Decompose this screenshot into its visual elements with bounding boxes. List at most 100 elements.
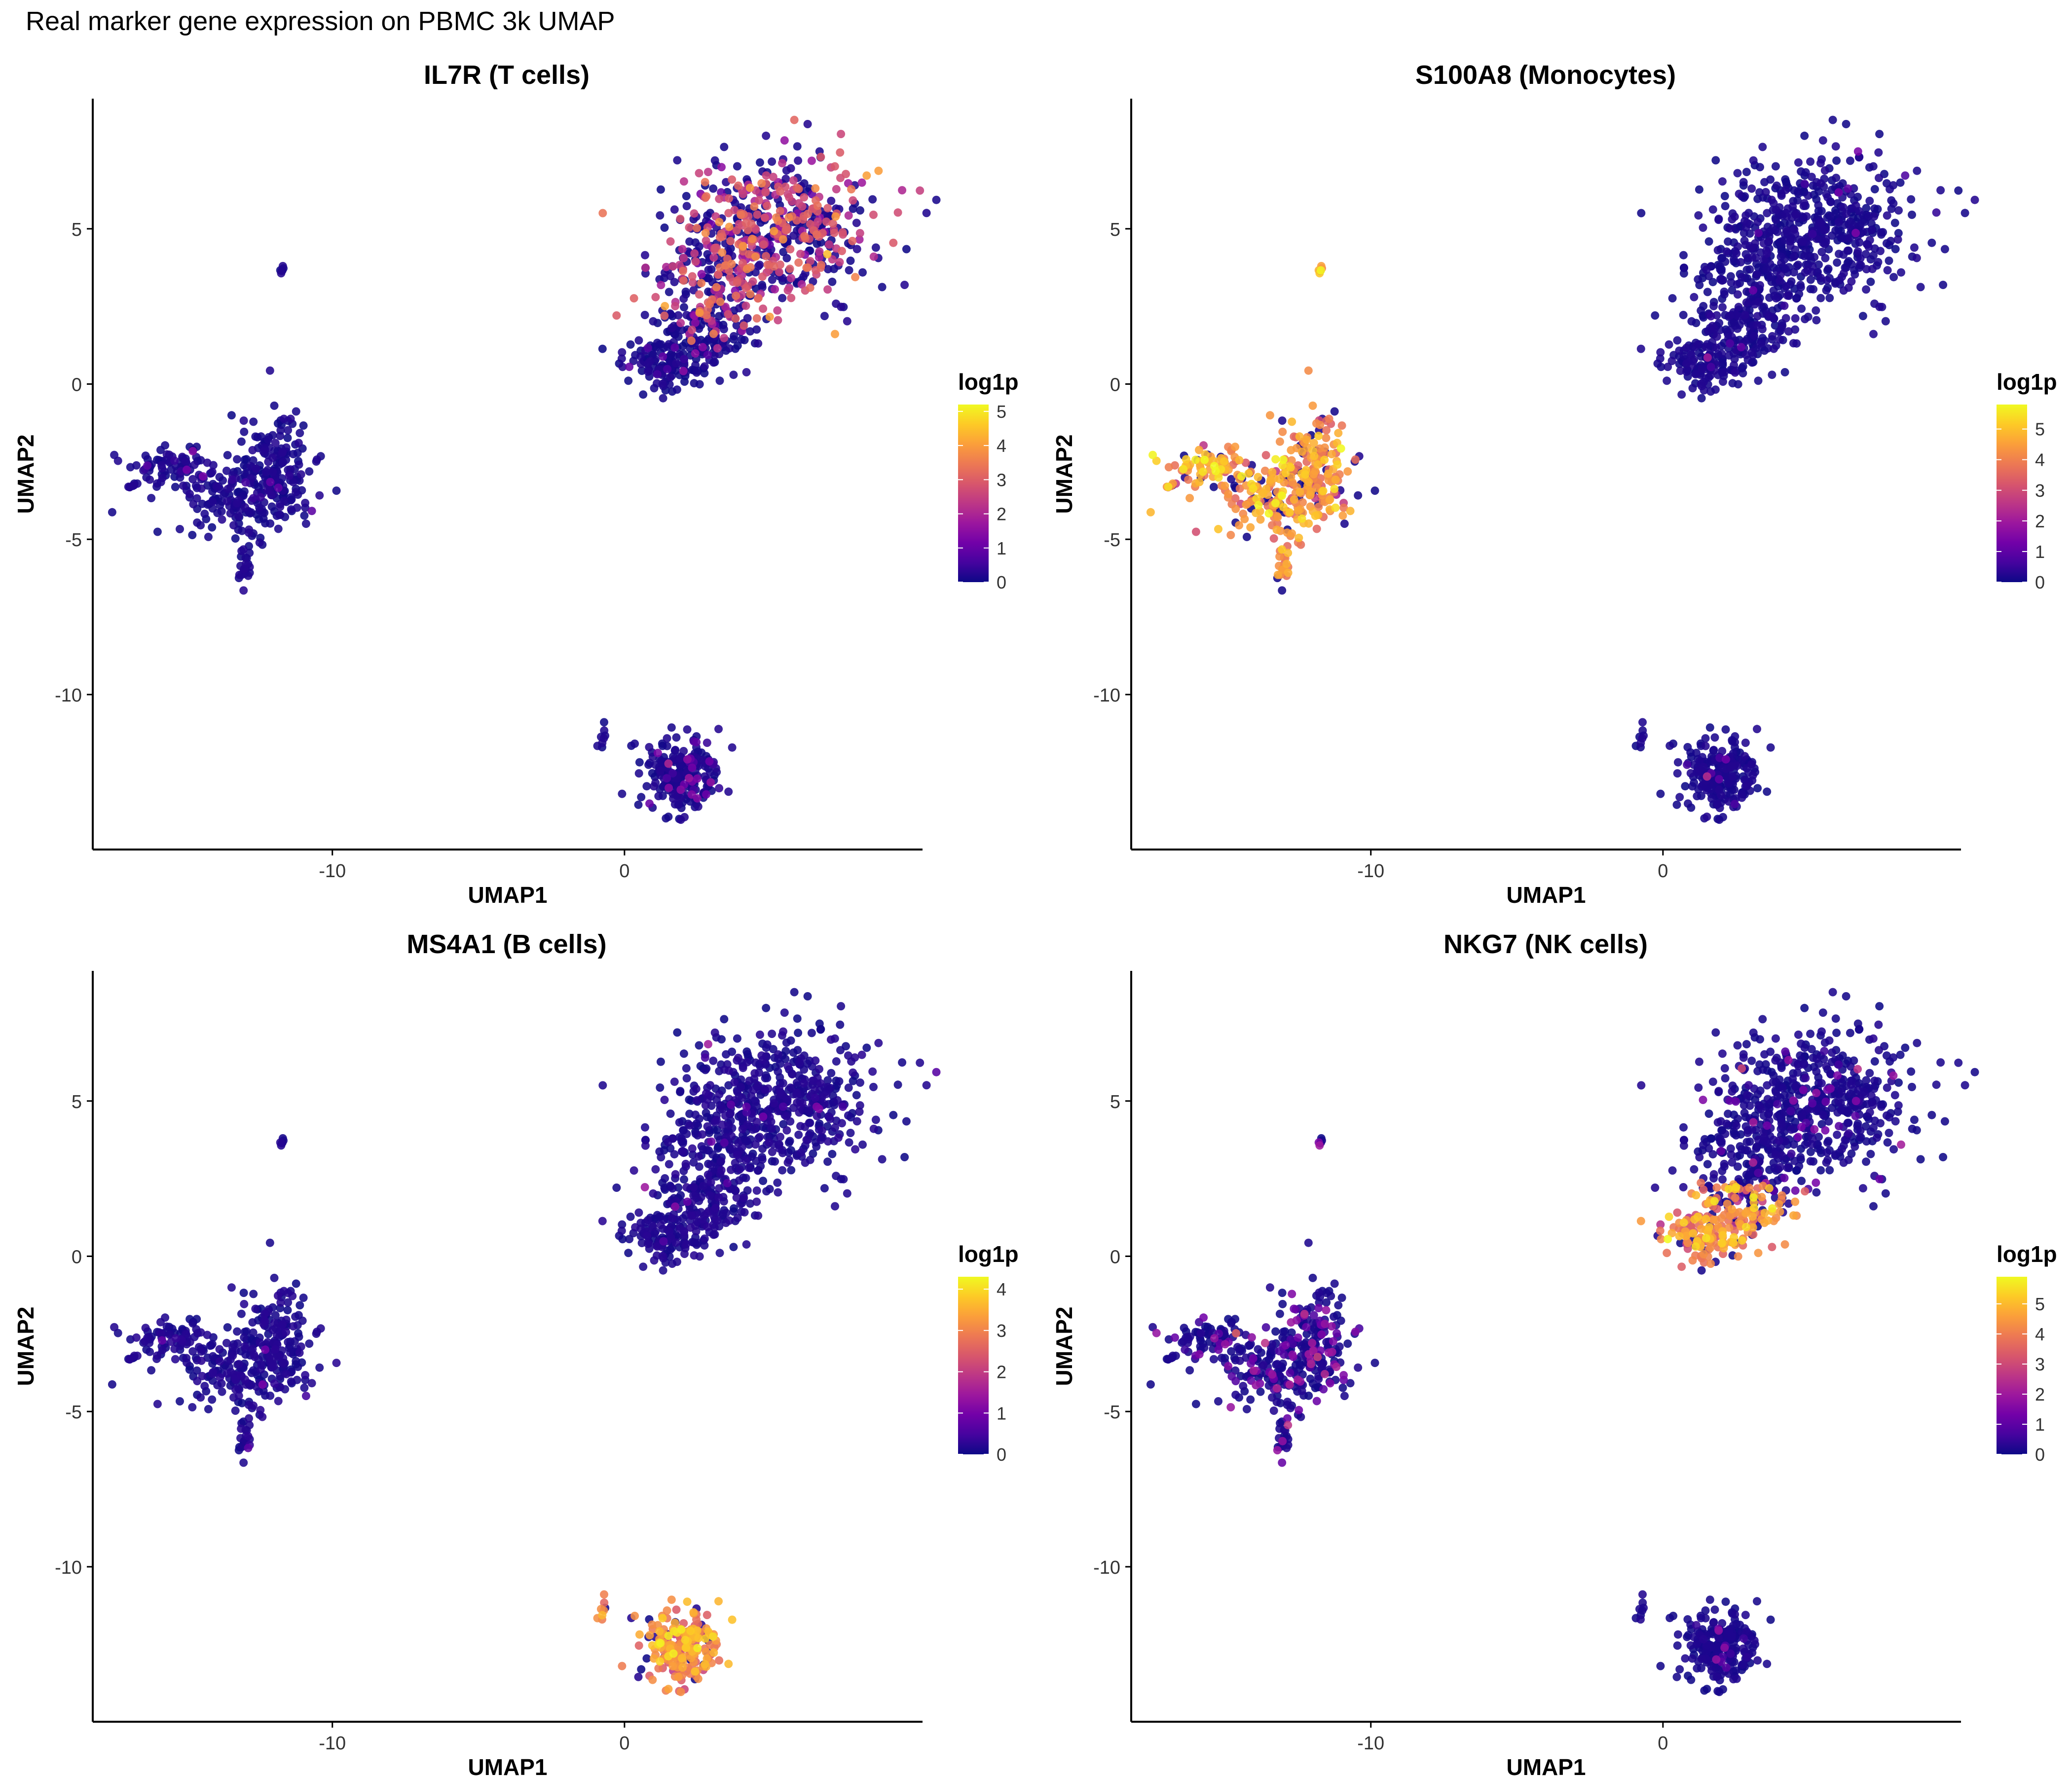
cell-point (1816, 179, 1825, 188)
cell-point (733, 1034, 741, 1043)
colorbar-tick-label: 2 (997, 504, 1006, 524)
cell-point (1741, 350, 1750, 359)
cell-point (1893, 235, 1902, 244)
cell-point (1731, 738, 1739, 746)
cell-point (1326, 495, 1334, 504)
cell-point (143, 461, 152, 470)
cell-point (648, 1675, 657, 1684)
cell-point (299, 1294, 308, 1302)
cell-point (685, 223, 694, 232)
cell-point (1741, 739, 1750, 747)
cell-point (835, 1077, 844, 1086)
cell-point (203, 458, 212, 467)
cell-point (1701, 734, 1710, 743)
cell-point (1246, 523, 1255, 532)
cell-point (782, 1112, 791, 1121)
cell-point (1275, 437, 1284, 446)
cell-point (672, 1605, 681, 1614)
cell-point (1673, 758, 1682, 767)
cell-point (287, 1377, 296, 1386)
cell-point (249, 1401, 258, 1410)
cell-point (807, 1029, 816, 1037)
cell-point (1776, 253, 1785, 261)
cell-point (717, 1157, 725, 1166)
cell-point (667, 1214, 676, 1223)
cell-point (715, 233, 724, 242)
cell-point (775, 1144, 784, 1153)
cell-point (701, 1053, 709, 1062)
cell-point (678, 342, 687, 350)
cell-point (1749, 156, 1758, 165)
cell-point (782, 254, 791, 262)
cell-point (1694, 211, 1703, 220)
cell-point (802, 263, 811, 272)
cell-point (761, 1074, 770, 1082)
cell-point (695, 169, 703, 178)
cell-point (1772, 205, 1780, 214)
cell-point (208, 504, 217, 513)
cell-point (188, 531, 197, 539)
cell-point (724, 209, 733, 218)
cell-point (612, 1184, 621, 1192)
cell-point (264, 435, 272, 444)
cell-point (240, 1333, 249, 1342)
cell-point (634, 800, 643, 809)
cell-point (1273, 570, 1282, 579)
cell-point (737, 211, 745, 220)
cell-point (676, 815, 685, 824)
cell-point (743, 1186, 752, 1195)
cell-point (682, 1074, 691, 1083)
cell-point (636, 360, 645, 369)
y-tick-label: 0 (1110, 374, 1120, 395)
cell-point (719, 325, 728, 333)
cell-point (634, 1672, 643, 1681)
cell-point (1268, 468, 1277, 477)
cell-point (644, 1240, 652, 1248)
cell-point (701, 228, 710, 237)
cell-point (733, 1214, 742, 1222)
cell-point (240, 1342, 249, 1351)
cell-point (251, 1304, 260, 1313)
cell-point (1889, 199, 1898, 208)
cell-point (670, 343, 679, 352)
cell-point (702, 790, 710, 799)
cell-point (655, 1627, 664, 1636)
cell-point (1738, 793, 1746, 802)
cell-point (1309, 470, 1318, 479)
cell-point (698, 1130, 706, 1139)
cell-point (827, 196, 836, 205)
cell-point (1788, 202, 1797, 211)
cell-point (248, 446, 257, 454)
cell-point (1327, 450, 1336, 458)
cell-point (1821, 254, 1830, 262)
cell-point (1740, 752, 1749, 761)
cell-point (1240, 515, 1249, 523)
cell-point (1354, 491, 1363, 500)
cell-point (688, 1144, 697, 1153)
cell-point (803, 992, 812, 1000)
cell-point (680, 355, 689, 364)
cell-point (763, 201, 772, 210)
cell-point (656, 211, 665, 220)
cell-point (1702, 813, 1711, 821)
colorbar-tick-label: 2 (2035, 511, 2045, 531)
cell-point (676, 319, 685, 328)
cell-point (691, 318, 700, 327)
cell-point (837, 302, 846, 311)
cell-point (1733, 280, 1741, 289)
cell-point (1306, 491, 1315, 500)
cell-point (1824, 264, 1833, 273)
colorbar (958, 405, 989, 582)
cell-point (703, 1122, 712, 1131)
cell-point (1699, 763, 1708, 772)
cell-point (245, 1414, 253, 1423)
cell-point (237, 437, 246, 446)
cell-point (806, 283, 814, 292)
cell-point (286, 465, 295, 474)
cell-point (828, 1149, 837, 1158)
cell-point (739, 242, 747, 251)
cell-point (869, 252, 878, 261)
cell-point (1834, 218, 1843, 227)
cell-point (1870, 204, 1879, 213)
